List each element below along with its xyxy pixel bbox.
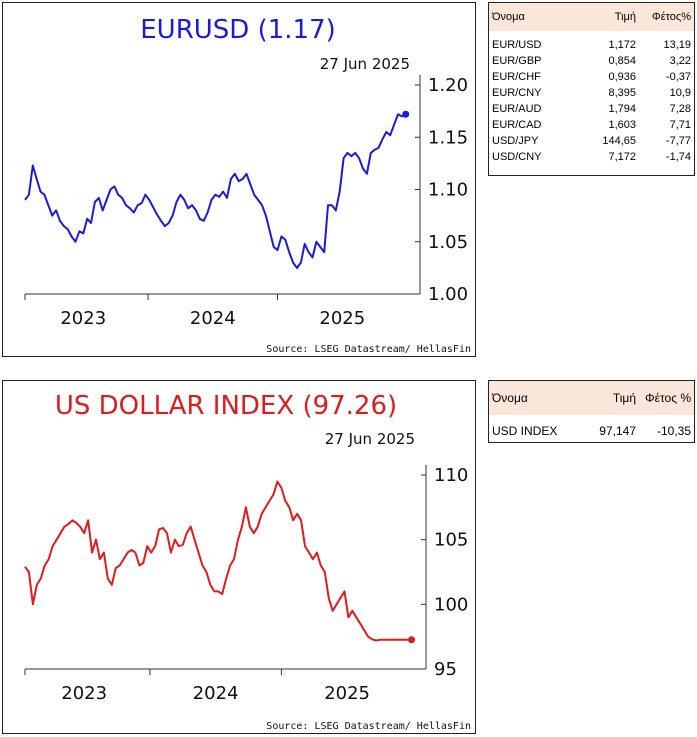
table-row: EUR/AUD 1,794 7,28 (489, 101, 694, 117)
table-row: EUR/USD 1,172 13,19 (489, 37, 694, 53)
y-tick-label: 1.05 (428, 232, 468, 253)
table-row: EUR/GBP 0,854 3,22 (489, 53, 694, 69)
cell-name: EUR/CAD (492, 119, 542, 131)
usd-index-table: Όνομα Τιμή Φέτος % USD INDEX 97,147 -10,35 (488, 380, 695, 443)
cell-name: EUR/CNY (492, 87, 542, 99)
last-value-marker (408, 636, 416, 644)
eurusd-chart-panel: EURUSD (1.17) 27 Jun 2025 1.00 1.05 1.10 1.15… (2, 2, 476, 357)
source-label: Source: LSEG Datastream/ HellasFin (266, 721, 471, 732)
table-row: USD INDEX 97,147 -10,35 (489, 421, 694, 441)
cell-price: 1,794 (608, 103, 636, 115)
cell-name: EUR/USD (492, 39, 542, 51)
cell-name: EUR/GBP (492, 55, 542, 67)
cell-ytd: 7,71 (669, 119, 691, 131)
usd-index-table-header: Όνομα Τιμή Φέτος % (489, 381, 694, 415)
table-row: EUR/CHF 0,936 -0,37 (489, 69, 694, 85)
cell-price: 0,854 (608, 55, 636, 67)
x-tick-label: 2025 (324, 683, 370, 704)
usd-index-table-body: USD INDEX 97,147 -10,35 (489, 421, 694, 441)
fx-table: Όνομα Τιμή Φέτος% EUR/USD 1,172 13,19 EUR/G… (488, 2, 695, 176)
cell-ytd: 3,22 (669, 55, 691, 67)
chart-title: EURUSD (1.17) (140, 15, 336, 45)
cell-price: 1,172 (608, 39, 636, 51)
cell-name: USD/CNY (492, 151, 542, 163)
cell-ytd: -0,37 (665, 71, 691, 83)
cell-ytd: 13,19 (663, 39, 691, 51)
y-tick-label: 1.20 (428, 75, 468, 96)
x-tick-label: 2024 (193, 683, 239, 704)
cell-name: USD INDEX (492, 424, 558, 438)
cell-ytd: 10,9 (669, 87, 691, 99)
cell-price: 0,936 (608, 71, 636, 83)
header-ytd: Φέτος % (645, 391, 691, 405)
header-price: Τιμή (612, 391, 636, 405)
header-ytd: Φέτος% (651, 11, 691, 23)
cell-ytd: -10,35 (656, 424, 691, 438)
x-tick-label: 2025 (319, 308, 365, 329)
x-tick-label: 2023 (60, 308, 106, 329)
cell-price: 8,395 (608, 87, 636, 99)
header-name: Όνομα (492, 11, 525, 23)
fx-table-header: Όνομα Τιμή Φέτος% (489, 3, 694, 31)
dollar-index-chart: US DOLLAR INDEX (97.26) 27 Jun 2025 95 100 1… (24, 391, 471, 732)
cell-name: EUR/AUD (492, 103, 542, 115)
cell-name: EUR/CHF (492, 71, 541, 83)
date-label: 27 Jun 2025 (325, 430, 415, 448)
x-tick-label: 2024 (190, 308, 236, 329)
table-row: EUR/CNY 8,395 10,9 (489, 85, 694, 101)
cell-ytd: -7,77 (665, 135, 691, 147)
header-name: Όνομα (492, 391, 528, 405)
table-row: USD/JPY 144,65 -7,77 (489, 133, 694, 149)
source-label: Source: LSEG Datastream/ HellasFin (266, 344, 471, 355)
y-tick-label: 1.15 (428, 127, 468, 148)
last-value-marker (402, 110, 410, 118)
dollar-index-chart-panel: US DOLLAR INDEX (97.26) 27 Jun 2025 95 100 1… (2, 380, 476, 734)
series-line (24, 113, 407, 269)
eurusd-chart: EURUSD (1.17) 27 Jun 2025 1.00 1.05 1.10 1.15… (24, 15, 471, 355)
y-tick-label: 1.10 (428, 180, 468, 201)
y-tick-label: 100 (434, 594, 468, 615)
table-row: USD/CNY 7,172 -1,74 (489, 149, 694, 165)
cell-ytd: 7,28 (669, 103, 691, 115)
cell-ytd: -1,74 (665, 151, 691, 163)
y-tick-label: 1.00 (428, 284, 468, 305)
cell-price: 97,147 (599, 424, 636, 438)
cell-name: USD/JPY (492, 135, 539, 147)
y-tick-label: 110 (434, 465, 468, 486)
table-row: EUR/CAD 1,603 7,71 (489, 117, 694, 133)
cell-price: 1,603 (608, 119, 636, 131)
y-tick-label: 95 (434, 659, 457, 680)
fx-table-body: EUR/USD 1,172 13,19 EUR/GBP 0,854 3,22 EUR/CHF… (489, 37, 694, 165)
cell-price: 144,65 (602, 135, 636, 147)
header-price: Τιμή (614, 11, 636, 23)
x-tick-label: 2023 (61, 683, 107, 704)
chart-title: US DOLLAR INDEX (97.26) (55, 391, 397, 421)
series-line (24, 480, 412, 642)
cell-price: 7,172 (608, 151, 636, 163)
y-tick-label: 105 (434, 530, 468, 551)
date-label: 27 Jun 2025 (320, 55, 410, 73)
